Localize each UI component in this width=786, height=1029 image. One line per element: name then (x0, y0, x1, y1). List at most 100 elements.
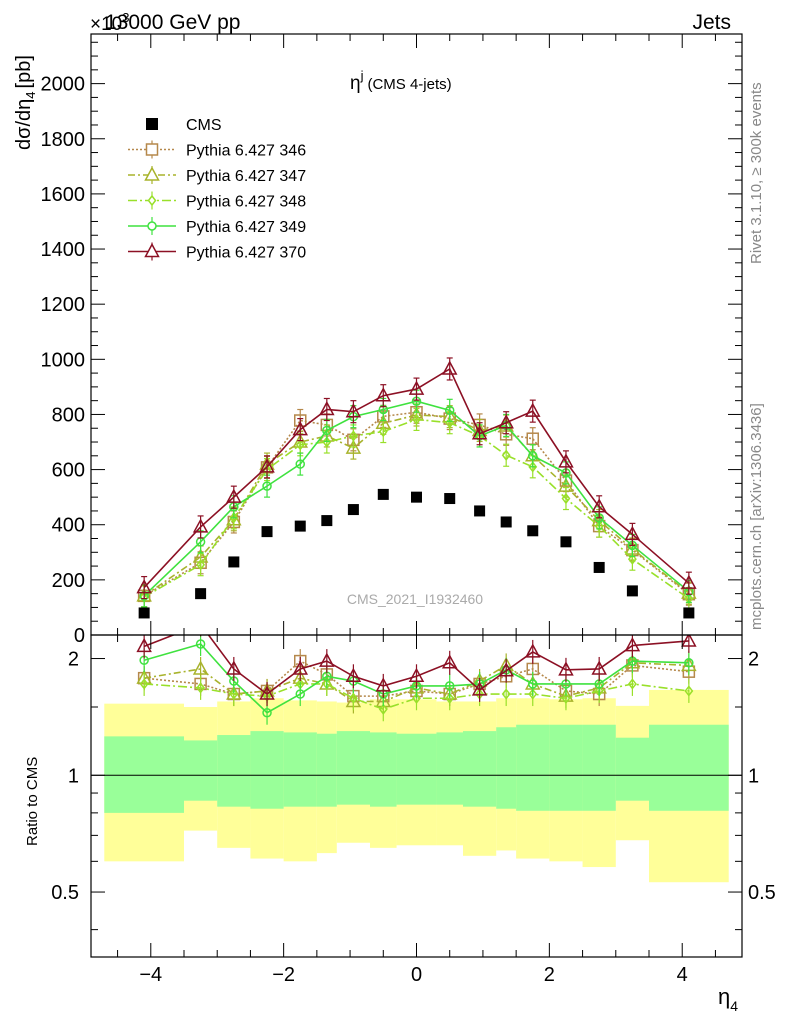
collision-label: 13000 GeV pp (105, 11, 240, 34)
series-point (624, 525, 641, 541)
series-line (143, 418, 690, 600)
data-point (321, 515, 333, 527)
plot-title: ηj(CMS 4-jets) (350, 68, 452, 94)
ratio-band-inner (463, 731, 497, 807)
series-point (375, 387, 392, 402)
series-group (136, 357, 697, 600)
series-point (498, 414, 514, 429)
jets-label: Jets (692, 11, 731, 34)
legend-marker (144, 242, 160, 258)
series-point (501, 449, 511, 461)
series-point (524, 402, 541, 417)
ratio-band-inner (336, 731, 370, 805)
series-point (378, 425, 388, 438)
ratio-point (471, 681, 488, 696)
series-point (345, 403, 362, 418)
ratio-series-line (144, 661, 689, 703)
series-point (681, 574, 697, 589)
legend-label: Pythia 6.427 370 (186, 245, 306, 262)
series-point (292, 421, 309, 436)
y-tick-label: 2000 (41, 74, 86, 96)
y-tick-label: 1800 (41, 129, 86, 151)
analysis-watermark: CMS_2021_I1932460 (347, 591, 483, 607)
series-point (322, 425, 332, 436)
data-point (593, 561, 605, 573)
series-point (196, 558, 206, 571)
series-point (136, 579, 152, 594)
ratio-point (295, 689, 305, 699)
ratio-band-inner (283, 732, 317, 807)
ratio-point (684, 685, 694, 697)
data-point (411, 491, 422, 503)
ratio-band-inner (582, 724, 616, 811)
series-point (262, 481, 272, 491)
ratio-tick-label: 0.5 (51, 882, 79, 904)
legend-marker-group (145, 143, 159, 156)
series-point (558, 453, 574, 468)
ratio-point (139, 678, 149, 690)
series-point (444, 405, 455, 416)
ratio-point (528, 688, 538, 700)
ratio-point (591, 660, 607, 675)
ratio-tick-label: 1 (68, 765, 79, 787)
series-point (528, 461, 538, 473)
y-tick-label: 400 (52, 515, 85, 537)
ratio-point (378, 703, 388, 715)
y-tick-label: 1200 (41, 294, 86, 316)
ratio-band-inner (184, 740, 218, 801)
ratio-point (226, 660, 242, 675)
series-point (319, 400, 335, 416)
ratio-point (319, 652, 335, 667)
legend-label: Pythia 6.427 349 (186, 219, 306, 236)
ratio-point (292, 660, 309, 675)
legend-marker-group (147, 194, 157, 207)
data-point (683, 607, 695, 619)
series-group (139, 407, 694, 611)
y-tick-label: 200 (52, 570, 85, 592)
ratio-band-inner (615, 737, 649, 801)
series-point (226, 488, 242, 503)
ratio-point (229, 688, 239, 700)
y-tick-label: 800 (52, 404, 85, 426)
series-point (561, 492, 571, 505)
ratio-point (445, 692, 455, 704)
data-point (377, 488, 389, 500)
ratio-point (408, 667, 425, 683)
y-tick-label: 1400 (41, 239, 86, 261)
series-point (594, 520, 604, 532)
ratio-band-inner (217, 735, 251, 807)
ratio-point (195, 639, 206, 649)
ratio-tick-label-right: 0.5 (748, 882, 776, 904)
x-tick-label: −2 (272, 964, 295, 986)
ratio-band-inner (104, 736, 184, 813)
legend-label: Pythia 6.427 348 (186, 194, 306, 211)
ratio-point (262, 707, 272, 718)
series-point (259, 458, 275, 473)
data-point (444, 493, 456, 505)
ratio-tick-label-right: 2 (748, 649, 759, 671)
series-point (192, 518, 209, 533)
legend-label: Pythia 6.427 347 (186, 168, 306, 185)
data-point (474, 505, 486, 517)
legend-marker (147, 221, 157, 231)
legend-marker (144, 166, 160, 181)
ratio-point (528, 679, 538, 689)
data-point (195, 588, 207, 600)
series-point (345, 439, 362, 454)
ratio-point (501, 688, 511, 700)
ratio-point (192, 660, 209, 675)
data-point (626, 585, 638, 597)
ratio-point (348, 692, 358, 704)
ratio-point (441, 654, 458, 669)
ratio-band-inner (516, 724, 550, 811)
ratio-point (259, 685, 275, 700)
series-line (143, 414, 690, 597)
series-point (627, 553, 637, 565)
ratio-point (558, 661, 574, 676)
ratio-point (561, 692, 571, 704)
ratio-band-inner (549, 724, 583, 811)
ratio-point (136, 637, 152, 653)
ratio-band-inner (649, 724, 729, 811)
